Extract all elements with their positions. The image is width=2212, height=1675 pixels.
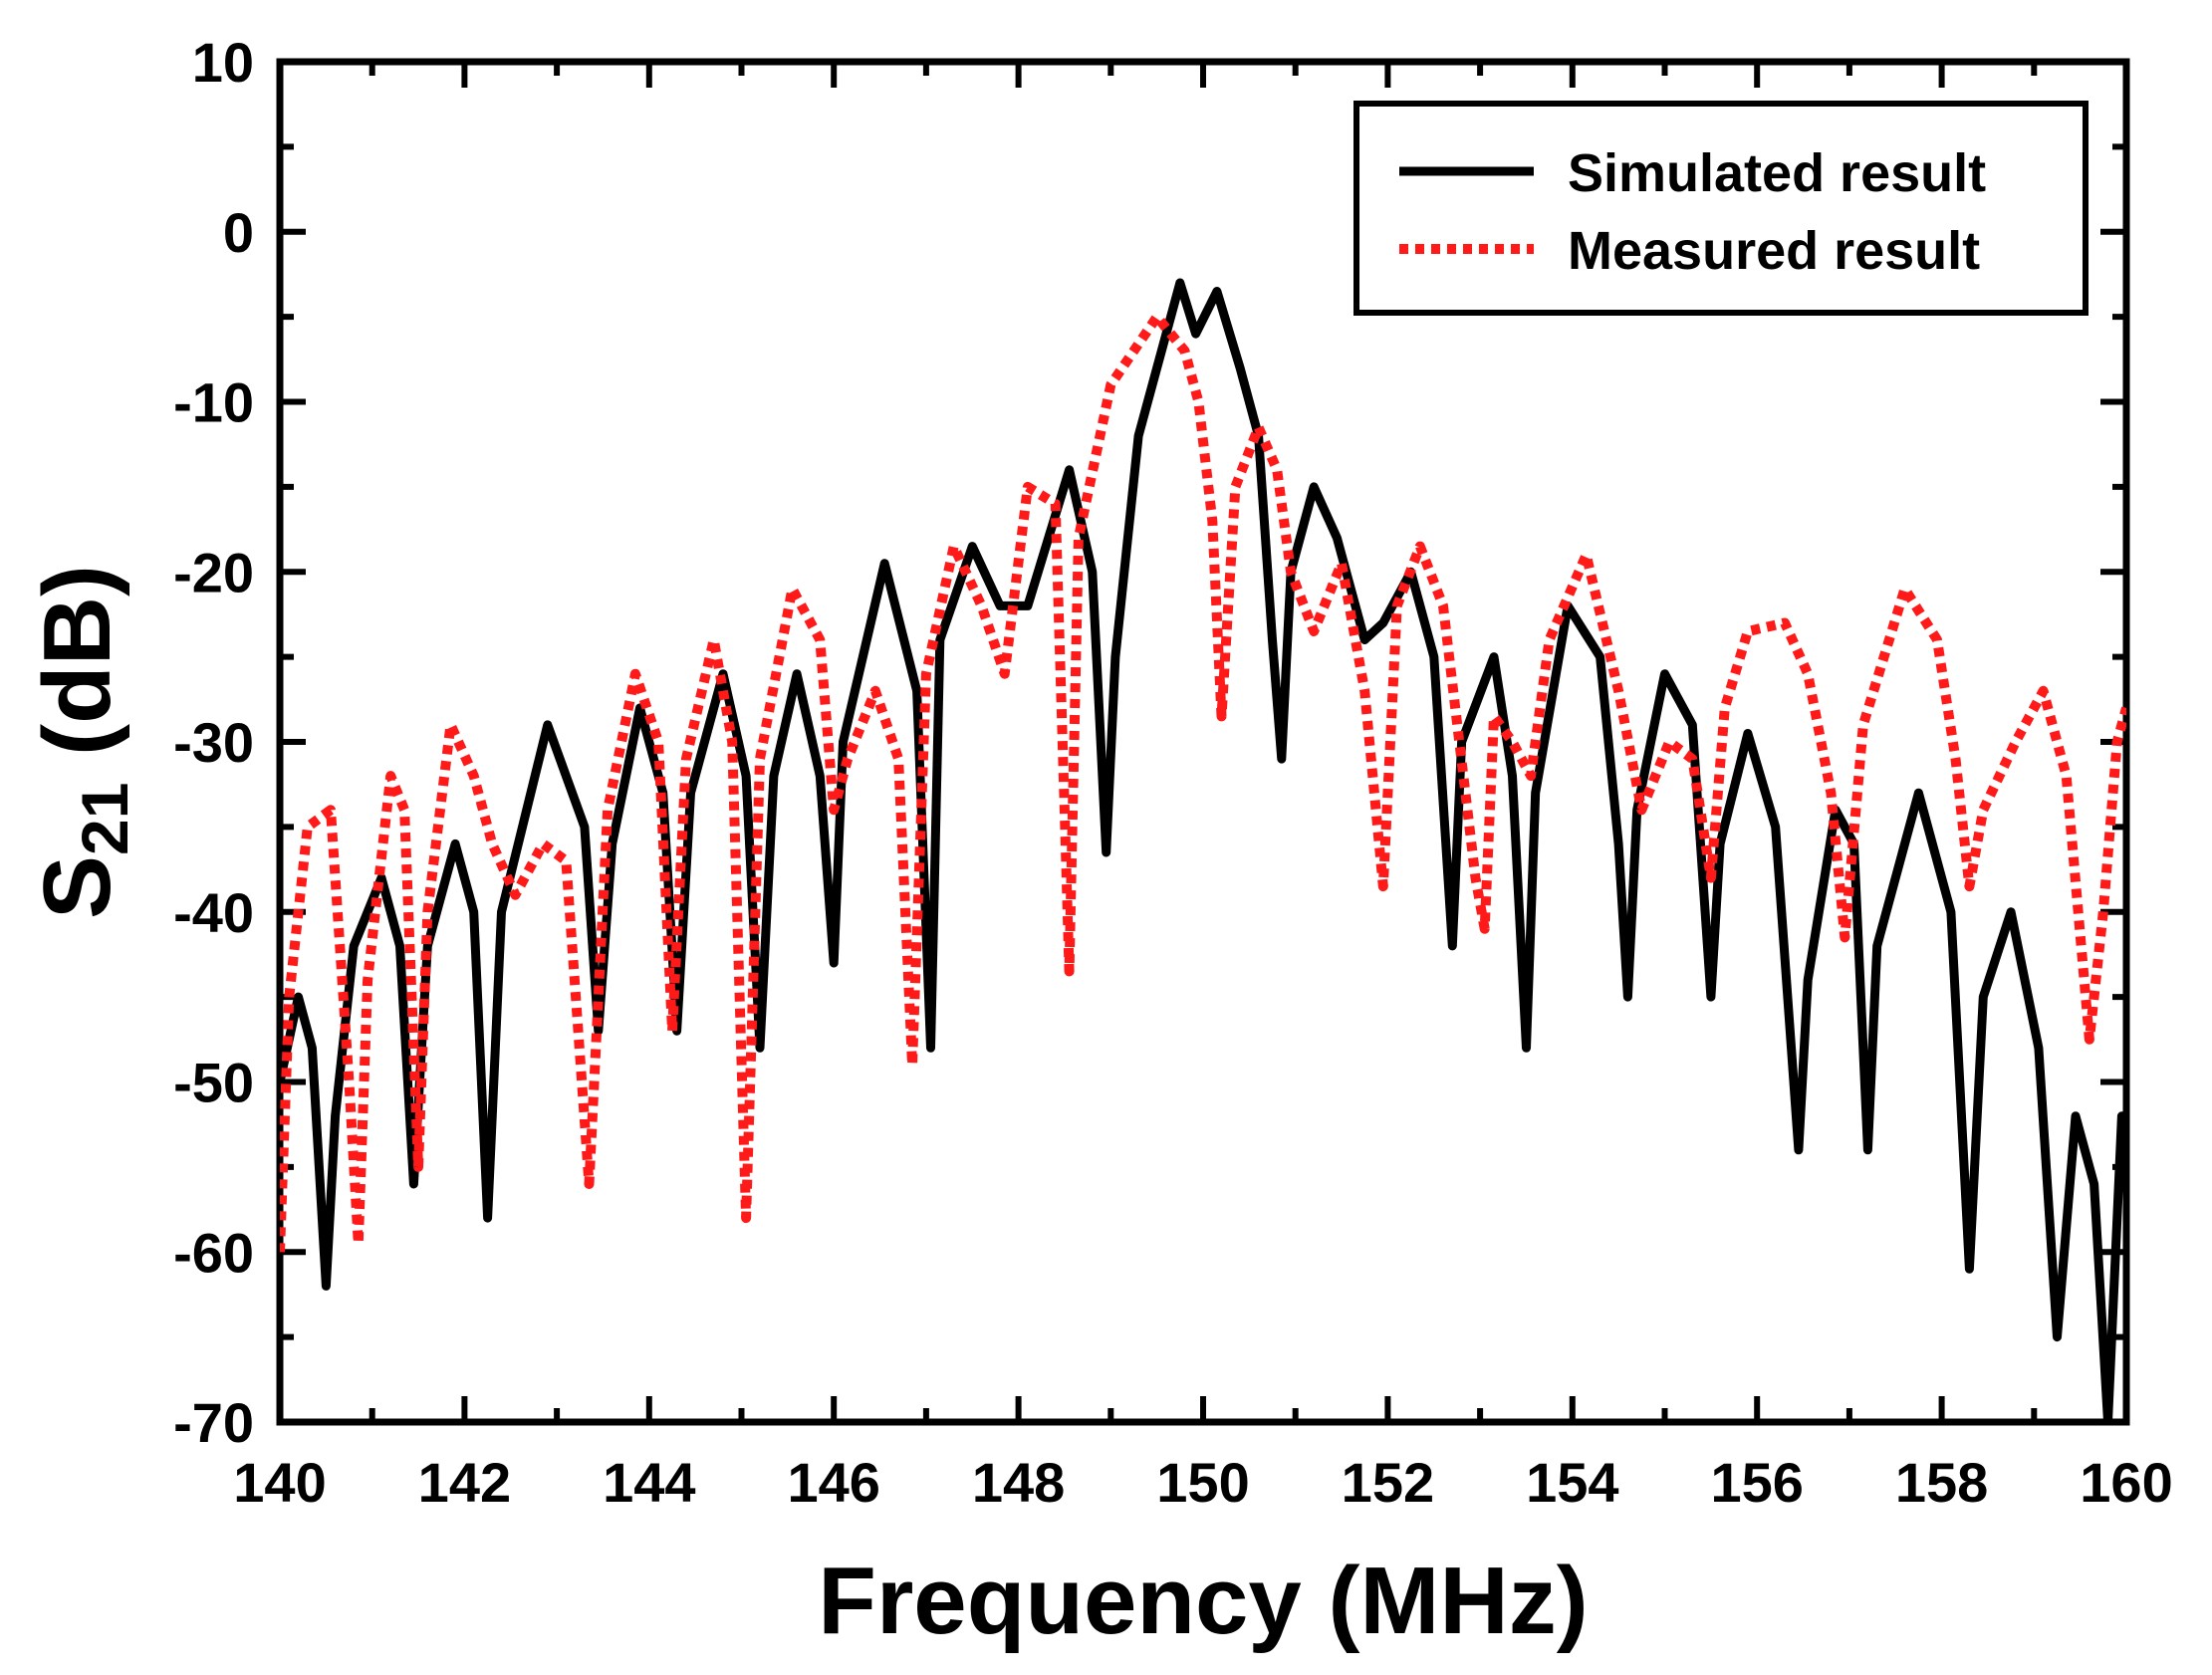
y-tick-label: 10: [192, 31, 254, 94]
y-axis-title-unit: (dB): [24, 565, 130, 783]
x-tick-label: 160: [2080, 1451, 2172, 1514]
tick-marks: [277, 59, 2129, 1425]
x-tick-label: 156: [1710, 1451, 1803, 1514]
x-axis-title: Frequency (MHz): [818, 1548, 1588, 1654]
measured-result-line: [280, 312, 2126, 1253]
x-tick-label: 158: [1895, 1451, 1988, 1514]
y-tick-label: -50: [173, 1052, 254, 1114]
legend: Simulated result Measured result: [1353, 101, 2089, 316]
x-tick-label: 142: [418, 1451, 511, 1514]
x-tick-label: 154: [1526, 1451, 1618, 1514]
x-tick-label: 148: [972, 1451, 1065, 1514]
x-tick-label: 150: [1156, 1451, 1249, 1514]
y-tick-labels: 10 0 -10 -20 -30 -40 -50 -60 -70: [173, 31, 254, 1454]
legend-box: [1353, 101, 2089, 316]
simulated-result-line: [280, 278, 2126, 1422]
y-tick-label: -30: [173, 711, 254, 774]
y-axis-title-main: S: [24, 855, 130, 919]
x-tick-label: 140: [233, 1451, 326, 1514]
y-axis-title-subscript: 21: [68, 783, 141, 855]
legend-label-measured: Measured result: [1568, 221, 1980, 281]
x-tick-label: 144: [603, 1451, 695, 1514]
y-axis-title: S21 (dB): [24, 565, 141, 919]
legend-label-simulated: Simulated result: [1568, 143, 1986, 203]
y-tick-label: -70: [173, 1391, 254, 1454]
x-tick-label: 146: [787, 1451, 879, 1514]
y-tick-label: -10: [173, 371, 254, 434]
y-tick-label: -40: [173, 881, 254, 944]
y-tick-label: -60: [173, 1221, 254, 1284]
y-tick-label: -20: [173, 541, 254, 603]
x-tick-label: 152: [1342, 1451, 1434, 1514]
y-tick-label: 0: [223, 201, 254, 264]
x-tick-labels: 140 142 144 146 148 150 152 154 156 158 160: [233, 1451, 2172, 1514]
